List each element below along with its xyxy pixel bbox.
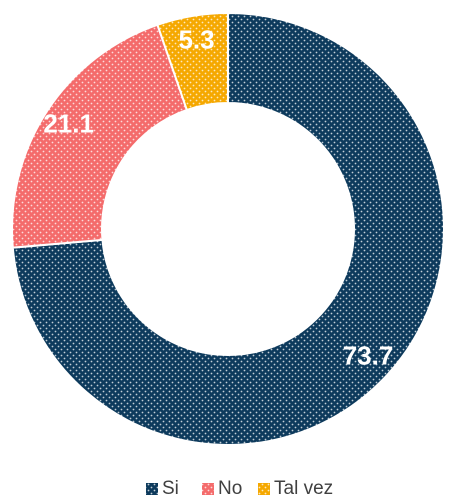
slice <box>11 23 189 249</box>
legend-swatch-pattern <box>202 483 214 495</box>
legend-swatch-pattern <box>146 483 158 495</box>
slice <box>11 11 445 446</box>
legend-label: Tal vez <box>274 478 333 499</box>
data-label: 21.1 <box>43 108 94 138</box>
slice-pattern <box>157 13 228 110</box>
legend-label: Si <box>162 478 179 499</box>
data-label: 73.7 <box>343 340 394 370</box>
slice <box>156 11 229 112</box>
slice-pattern <box>12 13 445 445</box>
legend-swatch-pattern <box>258 483 270 495</box>
legend-label: No <box>218 478 242 499</box>
slice-pattern <box>12 24 187 248</box>
data-label: 5.3 <box>178 24 214 54</box>
